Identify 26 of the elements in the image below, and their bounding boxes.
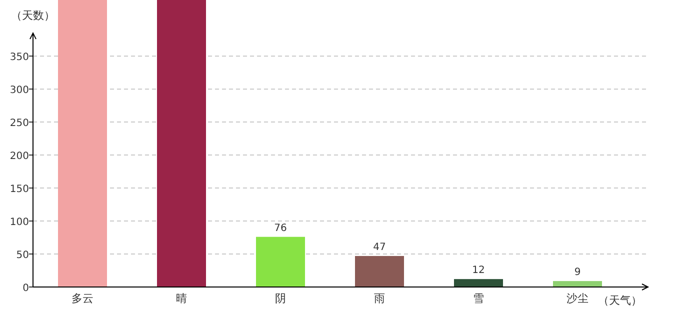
x-tick-label: 雪 (473, 292, 484, 305)
x-tick-label: 沙尘 (566, 292, 588, 305)
bar (552, 281, 602, 287)
x-tick-label: 阴 (275, 292, 286, 305)
data-label: 9 (574, 267, 581, 278)
data-label: 76 (274, 222, 287, 234)
y-tick-label: 150 (10, 184, 29, 196)
y-tick-label: 0 (22, 283, 29, 294)
y-tick-label: 300 (10, 85, 29, 96)
bar (58, 0, 108, 287)
y-tick-label: 350 (10, 52, 29, 64)
x-axis-title: （天气） (598, 294, 642, 307)
x-tick-label: 晴 (176, 292, 187, 305)
y-tick-label: 50 (16, 250, 29, 262)
y-tick-label: 250 (10, 118, 29, 130)
y-tick-label: 100 (10, 217, 29, 228)
bar (354, 256, 404, 287)
x-tick-label: 多云 (72, 292, 94, 305)
bar (156, 0, 206, 287)
bar (454, 279, 503, 287)
data-label: 47 (373, 242, 386, 253)
y-axis-title: （天数） (11, 9, 55, 22)
x-tick-label: 雨 (374, 292, 385, 305)
y-tick-label: 200 (10, 151, 29, 162)
bar (256, 236, 305, 287)
data-label: 12 (472, 265, 485, 276)
